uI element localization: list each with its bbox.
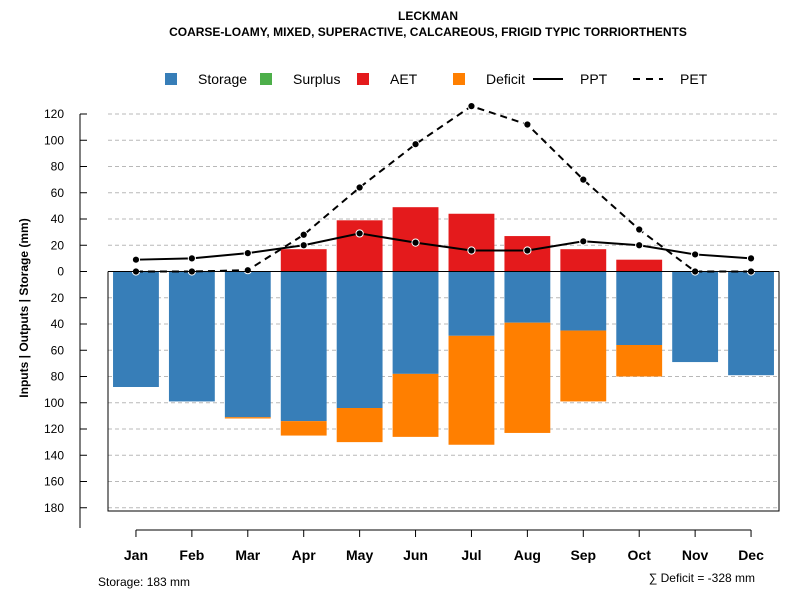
deficit-bar bbox=[560, 330, 607, 402]
pet-line-point bbox=[523, 120, 532, 129]
y-axis-label: Inputs | Outputs | Storage (mm) bbox=[17, 218, 31, 397]
y-tick-label: 40 bbox=[51, 212, 65, 226]
deficit-bar bbox=[448, 335, 495, 445]
y-tick-label: 20 bbox=[51, 291, 65, 305]
ppt-line-point bbox=[523, 246, 532, 255]
ppt-line bbox=[135, 232, 752, 261]
y-tick-label: 0 bbox=[57, 265, 64, 279]
aet-bar bbox=[336, 220, 383, 272]
deficit-bar bbox=[336, 408, 383, 443]
y-tick-label: 140 bbox=[44, 448, 64, 462]
storage-bar bbox=[336, 271, 383, 408]
y-tick-label: 120 bbox=[44, 422, 64, 436]
y-tick-label: 60 bbox=[51, 343, 65, 357]
legend: Storage Surplus AET Deficit PPT PET bbox=[165, 71, 708, 87]
legend-swatch bbox=[453, 73, 465, 85]
pet-line-point bbox=[635, 225, 644, 234]
y-tick-label: 40 bbox=[51, 317, 65, 331]
y-tick-label: 80 bbox=[51, 160, 65, 174]
ppt-line-point bbox=[579, 237, 588, 246]
ppt-line-point bbox=[635, 241, 644, 250]
aet-bar bbox=[616, 259, 663, 272]
pet-line-point bbox=[355, 183, 364, 192]
legend-swatch bbox=[357, 73, 369, 85]
ppt-line-point bbox=[467, 246, 476, 255]
deficit-bar bbox=[504, 322, 551, 433]
y-tick-label: 60 bbox=[51, 186, 65, 200]
x-tick-label: Jan bbox=[124, 547, 148, 563]
ppt-line-point bbox=[355, 229, 364, 238]
y-tick-label: 160 bbox=[44, 475, 64, 489]
legend-label: PET bbox=[680, 71, 708, 87]
bars bbox=[113, 207, 774, 445]
aet-bar bbox=[560, 249, 607, 272]
x-tick-label: May bbox=[346, 547, 373, 563]
deficit-bar bbox=[224, 417, 271, 419]
storage-bar bbox=[616, 271, 663, 345]
y-tick-label: 80 bbox=[51, 370, 65, 384]
x-tick-label: Mar bbox=[235, 547, 260, 563]
x-tick-label: Jun bbox=[403, 547, 428, 563]
pet-line-point bbox=[579, 175, 588, 184]
x-tick-label: Dec bbox=[738, 547, 764, 563]
chart-title: LECKMAN bbox=[398, 9, 458, 23]
x-tick-label: Jul bbox=[461, 547, 481, 563]
deficit-bar bbox=[280, 421, 327, 436]
storage-bar bbox=[672, 271, 719, 363]
footer-deficit: ∑ Deficit = -328 mm bbox=[649, 571, 755, 585]
legend-swatch bbox=[165, 73, 177, 85]
lines bbox=[131, 102, 756, 276]
ppt-line-point bbox=[299, 241, 308, 250]
pet-line-point bbox=[243, 266, 252, 275]
legend-label: Storage bbox=[198, 71, 247, 87]
pet-line-point bbox=[411, 140, 420, 149]
y-tick-label: 180 bbox=[44, 501, 64, 515]
y-tick-label: 20 bbox=[51, 238, 65, 252]
chart-subtitle: COARSE-LOAMY, MIXED, SUPERACTIVE, CALCAR… bbox=[169, 25, 687, 39]
ppt-line-point bbox=[691, 250, 700, 259]
ppt-line-point bbox=[131, 255, 141, 264]
aet-bar bbox=[280, 249, 327, 272]
legend-swatch bbox=[260, 73, 272, 85]
x-tick-label: Sep bbox=[570, 547, 596, 563]
x-tick-label: Feb bbox=[179, 547, 204, 563]
aet-bar bbox=[448, 213, 495, 272]
storage-bar bbox=[560, 271, 607, 331]
axes: 120 100 80 60 40 20 0 20 40 60 80 100 120 140 160 180 Ja… bbox=[44, 107, 780, 563]
ppt-line-point bbox=[187, 254, 196, 263]
y-tick-label: 120 bbox=[44, 107, 64, 121]
x-tick-label: Nov bbox=[682, 547, 709, 563]
legend-label: Surplus bbox=[293, 71, 340, 87]
ppt-line-point bbox=[411, 238, 420, 247]
x-tick-label: Apr bbox=[292, 547, 317, 563]
legend-label: PPT bbox=[580, 71, 608, 87]
storage-bar bbox=[224, 271, 271, 418]
storage-bar bbox=[113, 271, 159, 387]
ppt-line-point bbox=[746, 254, 756, 263]
storage-bar bbox=[392, 271, 439, 374]
y-tick-label: 100 bbox=[44, 396, 64, 410]
ppt-line-point bbox=[243, 249, 252, 258]
legend-label: AET bbox=[390, 71, 418, 87]
pet-line bbox=[135, 105, 752, 273]
deficit-bar bbox=[616, 345, 663, 377]
storage-bar bbox=[728, 271, 774, 376]
pet-line-point bbox=[467, 102, 476, 111]
footer-storage: Storage: 183 mm bbox=[98, 575, 190, 589]
x-tick-label: Oct bbox=[628, 547, 652, 563]
pet-line-point bbox=[299, 230, 308, 239]
storage-bar bbox=[280, 271, 327, 422]
storage-bar bbox=[504, 271, 551, 323]
storage-bar bbox=[168, 271, 215, 402]
x-tick-label: Aug bbox=[514, 547, 541, 563]
plot-frame bbox=[107, 271, 780, 512]
deficit-bar bbox=[392, 373, 439, 437]
legend-label: Deficit bbox=[486, 71, 525, 87]
y-tick-label: 100 bbox=[44, 133, 64, 147]
storage-bar bbox=[448, 271, 495, 336]
